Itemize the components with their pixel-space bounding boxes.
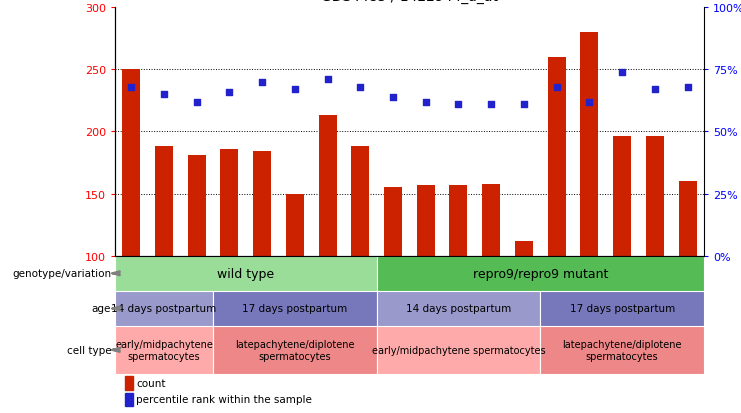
Bar: [450, 185, 468, 256]
Bar: [213, 291, 376, 326]
Point: [322, 77, 333, 83]
Bar: [376, 291, 540, 326]
Bar: [376, 256, 704, 291]
Point: [125, 84, 137, 91]
Point: [617, 69, 628, 76]
Bar: [115, 291, 213, 326]
Point: [289, 87, 301, 93]
Text: count: count: [136, 378, 166, 388]
Bar: [122, 70, 140, 256]
Bar: [580, 33, 599, 256]
Bar: [115, 256, 376, 291]
Text: percentile rank within the sample: percentile rank within the sample: [136, 394, 312, 404]
Point: [649, 87, 661, 93]
Point: [551, 84, 562, 91]
Bar: [220, 150, 239, 256]
Text: latepachytene/diplotene
spermatocytes: latepachytene/diplotene spermatocytes: [235, 339, 355, 361]
Bar: [124, 376, 133, 389]
Bar: [286, 194, 304, 256]
Point: [420, 99, 432, 106]
Bar: [548, 58, 565, 256]
Bar: [319, 116, 336, 256]
Title: GDS4485 / 1422944_a_at: GDS4485 / 1422944_a_at: [321, 0, 498, 5]
Bar: [613, 137, 631, 256]
Bar: [540, 326, 704, 374]
Text: early/midpachytene spermatocytes: early/midpachytene spermatocytes: [372, 345, 545, 355]
Bar: [482, 184, 500, 256]
Text: 17 days postpartum: 17 days postpartum: [242, 304, 348, 314]
Text: latepachytene/diplotene
spermatocytes: latepachytene/diplotene spermatocytes: [562, 339, 682, 361]
Text: 14 days postpartum: 14 days postpartum: [111, 304, 216, 314]
Point: [485, 102, 497, 108]
Bar: [646, 137, 664, 256]
Bar: [115, 326, 213, 374]
Bar: [351, 147, 369, 256]
Bar: [515, 241, 533, 256]
Bar: [124, 393, 133, 406]
Bar: [679, 182, 697, 256]
Point: [583, 99, 595, 106]
Point: [158, 92, 170, 98]
Text: wild type: wild type: [217, 267, 274, 280]
Text: repro9/repro9 mutant: repro9/repro9 mutant: [473, 267, 608, 280]
Text: cell type: cell type: [67, 345, 111, 355]
Point: [682, 84, 694, 91]
Bar: [416, 185, 435, 256]
Point: [256, 79, 268, 86]
Text: early/midpachytene
spermatocytes: early/midpachytene spermatocytes: [115, 339, 213, 361]
Text: 14 days postpartum: 14 days postpartum: [406, 304, 511, 314]
Bar: [213, 326, 376, 374]
Bar: [540, 291, 704, 326]
Bar: [187, 156, 206, 256]
Point: [453, 102, 465, 108]
Bar: [376, 326, 540, 374]
Bar: [155, 147, 173, 256]
Bar: [384, 188, 402, 256]
Point: [518, 102, 530, 108]
Bar: [253, 152, 271, 256]
Text: 17 days postpartum: 17 days postpartum: [570, 304, 675, 314]
Point: [190, 99, 202, 106]
Point: [387, 94, 399, 101]
Point: [354, 84, 366, 91]
Point: [224, 89, 236, 96]
Text: age: age: [92, 304, 111, 314]
Text: genotype/variation: genotype/variation: [12, 268, 111, 279]
